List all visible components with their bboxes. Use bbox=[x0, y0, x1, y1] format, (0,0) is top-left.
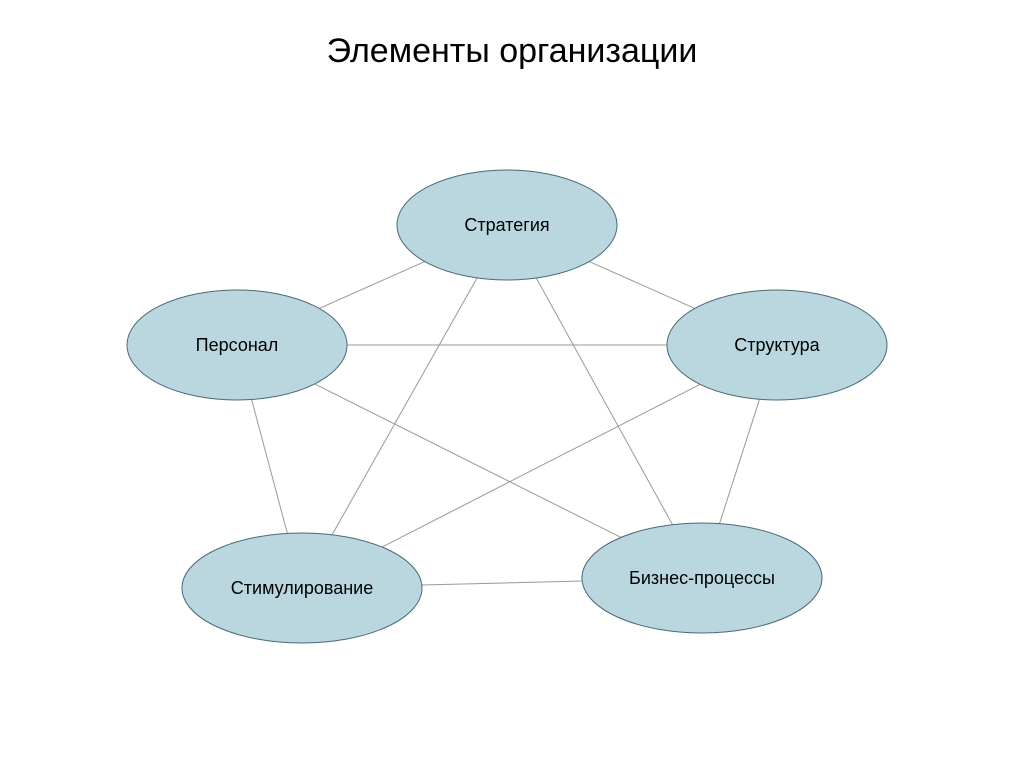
edge-strategy-stimul bbox=[332, 278, 477, 535]
node-label-bizproc: Бизнес-процессы bbox=[582, 523, 822, 633]
edge-personnel-bizproc bbox=[315, 384, 621, 537]
node-label-structure: Структура bbox=[667, 290, 887, 400]
node-label-personnel: Персонал bbox=[127, 290, 347, 400]
edge-strategy-bizproc bbox=[536, 278, 672, 525]
edge-personnel-stimul bbox=[252, 400, 288, 534]
edge-stimul-bizproc bbox=[422, 581, 582, 585]
node-label-stimul: Стимулирование bbox=[182, 533, 422, 643]
node-label-strategy: Стратегия bbox=[397, 170, 617, 280]
edge-structure-bizproc bbox=[720, 399, 760, 523]
